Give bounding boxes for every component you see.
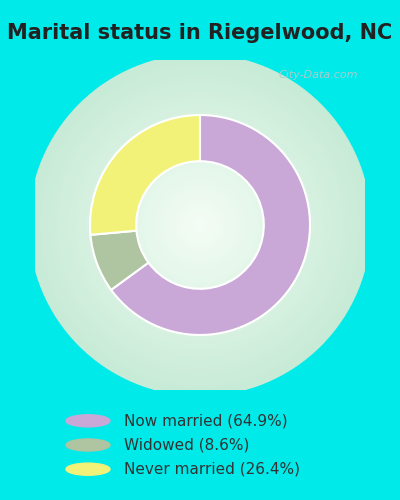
- Circle shape: [157, 182, 243, 268]
- Circle shape: [78, 103, 322, 347]
- Circle shape: [64, 88, 336, 362]
- Circle shape: [66, 463, 110, 475]
- Circle shape: [92, 117, 308, 333]
- Circle shape: [103, 128, 297, 322]
- Circle shape: [81, 106, 319, 344]
- Text: Marital status in Riegelwood, NC: Marital status in Riegelwood, NC: [7, 23, 393, 43]
- Circle shape: [180, 205, 220, 245]
- Circle shape: [84, 108, 316, 342]
- Circle shape: [38, 63, 362, 387]
- Circle shape: [189, 214, 211, 236]
- Text: Never married (26.4%): Never married (26.4%): [124, 462, 300, 476]
- Circle shape: [115, 140, 285, 310]
- Circle shape: [192, 216, 208, 234]
- Circle shape: [66, 415, 110, 427]
- Circle shape: [52, 77, 348, 373]
- Circle shape: [49, 74, 351, 376]
- Circle shape: [41, 66, 359, 384]
- Circle shape: [109, 134, 291, 316]
- Circle shape: [197, 222, 203, 228]
- Circle shape: [138, 162, 262, 288]
- Circle shape: [69, 94, 331, 356]
- Wedge shape: [90, 115, 200, 235]
- Circle shape: [177, 202, 223, 248]
- Circle shape: [149, 174, 251, 276]
- Circle shape: [152, 176, 248, 274]
- Circle shape: [106, 131, 294, 319]
- Circle shape: [135, 160, 265, 290]
- Circle shape: [86, 112, 314, 338]
- Circle shape: [46, 72, 354, 378]
- Wedge shape: [90, 230, 148, 290]
- Circle shape: [35, 60, 365, 390]
- Circle shape: [154, 180, 246, 270]
- Circle shape: [174, 200, 226, 250]
- Circle shape: [163, 188, 237, 262]
- Circle shape: [58, 83, 342, 367]
- Circle shape: [112, 137, 288, 313]
- Circle shape: [72, 97, 328, 353]
- Circle shape: [169, 194, 231, 256]
- Circle shape: [140, 166, 260, 284]
- Circle shape: [186, 211, 214, 239]
- Circle shape: [166, 191, 234, 259]
- Text: Now married (64.9%): Now married (64.9%): [124, 414, 288, 428]
- Circle shape: [98, 122, 302, 328]
- Circle shape: [44, 68, 356, 382]
- Circle shape: [118, 142, 282, 308]
- Text: City-Data.com: City-Data.com: [279, 70, 358, 80]
- Circle shape: [120, 146, 280, 304]
- Circle shape: [32, 58, 368, 392]
- Text: Widowed (8.6%): Widowed (8.6%): [124, 438, 249, 452]
- Circle shape: [75, 100, 325, 350]
- Circle shape: [66, 439, 110, 451]
- Circle shape: [146, 171, 254, 279]
- Circle shape: [61, 86, 339, 364]
- Wedge shape: [111, 115, 310, 335]
- Circle shape: [55, 80, 345, 370]
- Circle shape: [129, 154, 271, 296]
- Circle shape: [95, 120, 305, 330]
- Circle shape: [160, 185, 240, 265]
- Circle shape: [132, 157, 268, 293]
- Circle shape: [183, 208, 217, 242]
- Circle shape: [30, 54, 370, 396]
- Circle shape: [143, 168, 257, 282]
- Circle shape: [126, 151, 274, 299]
- Circle shape: [123, 148, 277, 302]
- Circle shape: [100, 126, 300, 324]
- Circle shape: [194, 220, 206, 230]
- Circle shape: [66, 92, 334, 358]
- Circle shape: [89, 114, 311, 336]
- Circle shape: [172, 196, 228, 254]
